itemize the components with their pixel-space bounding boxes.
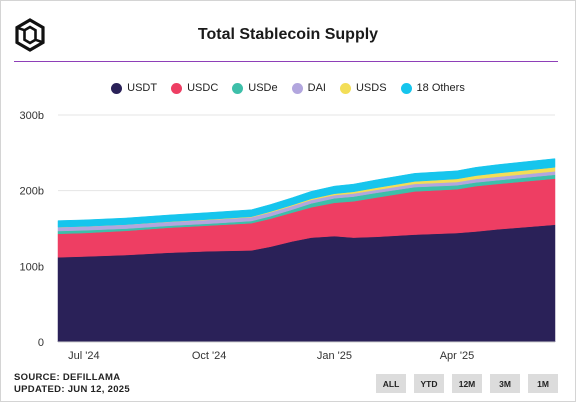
legend-swatch-usdt	[111, 82, 123, 94]
y-tick-label: 300b	[20, 110, 44, 122]
range-button-ytd[interactable]: YTD	[414, 374, 444, 393]
y-tick-label: 200b	[20, 186, 44, 198]
source-label: SOURCE: DEFILLAMA	[14, 372, 121, 383]
title-divider	[14, 61, 558, 62]
legend-label-18-others: 18 Others	[416, 82, 465, 94]
legend-swatch-18-others	[400, 82, 412, 94]
x-tick-label: Oct '24	[192, 350, 227, 362]
range-buttons: ALL YTD 12M 3M 1M	[376, 374, 558, 393]
range-button-all[interactable]: ALL	[376, 374, 406, 393]
y-tick-label: 0	[38, 337, 44, 349]
y-tick-label: 100b	[20, 261, 44, 273]
x-tick-label: Apr '25	[440, 350, 475, 362]
range-button-1m[interactable]: 1M	[528, 374, 558, 393]
legend-item-18-others[interactable]: 18 Others	[400, 82, 465, 94]
legend-item-dai[interactable]: DAI	[291, 82, 326, 94]
legend-label-usdc: USDC	[187, 82, 219, 94]
legend-item-usde[interactable]: USDe	[232, 82, 278, 94]
legend-swatch-usdc	[171, 82, 183, 94]
legend-item-usdc[interactable]: USDC	[171, 82, 218, 94]
stacked-area-chart: 0 100b 200b 300b Jul '24 Oct '24 Jan '25 Apr '2…	[20, 110, 556, 362]
legend-label-dai: DAI	[307, 82, 326, 94]
legend-label-usde: USDe	[248, 82, 278, 94]
range-button-3m[interactable]: 3M	[490, 374, 520, 393]
legend-item-usds[interactable]: USDS	[339, 82, 387, 94]
legend-item-usdt[interactable]: USDT	[111, 82, 157, 94]
legend-swatch-dai	[291, 82, 303, 94]
legend-swatch-usds	[339, 82, 351, 94]
updated-label: UPDATED: JUN 12, 2025	[14, 384, 130, 395]
legend-label-usdt: USDT	[127, 82, 158, 94]
chart-footer: SOURCE: DEFILLAMA UPDATED: JUN 12, 2025	[14, 372, 130, 396]
legend-label-usds: USDS	[355, 82, 387, 94]
area-18-others	[57, 158, 556, 228]
x-tick-label: Jan '25	[317, 350, 352, 362]
range-button-12m[interactable]: 12M	[452, 374, 482, 393]
chart-title: Total Stablecoin Supply	[197, 26, 379, 43]
legend-swatch-usde	[232, 82, 244, 94]
defillama-logo-icon	[15, 18, 45, 52]
x-tick-label: Jul '24	[68, 350, 99, 362]
chart-legend: USDT USDC USDe DAI USDS 18 Others	[0, 82, 576, 94]
